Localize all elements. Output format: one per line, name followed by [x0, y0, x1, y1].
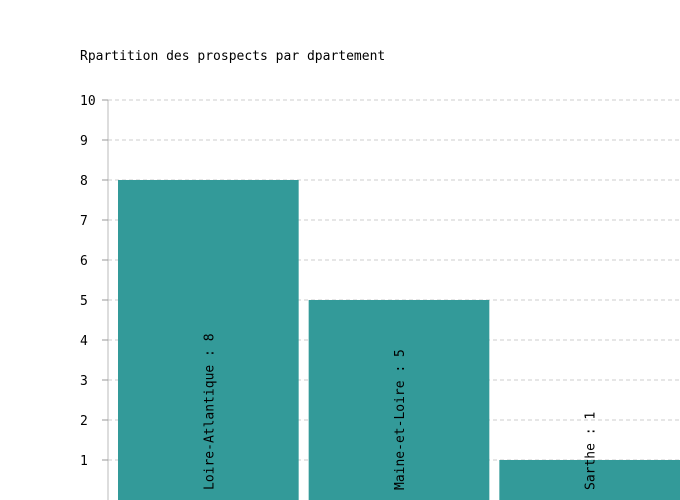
y-tick-label: 9	[80, 134, 88, 149]
bar-sarthe	[499, 460, 680, 500]
bars	[118, 180, 680, 500]
bar-label: Maine-et-Loire : 5	[393, 349, 408, 490]
y-tick-label: 2	[80, 414, 88, 429]
y-tick-label: 5	[80, 294, 88, 309]
y-tick-label: 1	[80, 454, 88, 469]
y-tick-label: 7	[80, 214, 88, 229]
bar-label: Sarthe : 1	[584, 412, 599, 490]
y-tick-label: 4	[80, 334, 88, 349]
bar-labels: Loire-Atlantique : 8 Maine-et-Loire : 5 Sa…	[202, 333, 598, 490]
y-tick-label: 8	[80, 174, 88, 189]
bar-loire-atlantique	[118, 180, 299, 500]
y-axis-ticks: 1 2 3 4 5 6 7 8 9 10	[80, 94, 108, 469]
chart-title: Rpartition des prospects par dpartement	[80, 49, 386, 64]
bar-maine-et-loire	[308, 300, 490, 500]
y-tick-label: 3	[80, 374, 88, 389]
y-tick-label: 6	[80, 254, 88, 269]
bar-label: Loire-Atlantique : 8	[202, 333, 217, 490]
y-tick-label: 10	[80, 94, 96, 109]
